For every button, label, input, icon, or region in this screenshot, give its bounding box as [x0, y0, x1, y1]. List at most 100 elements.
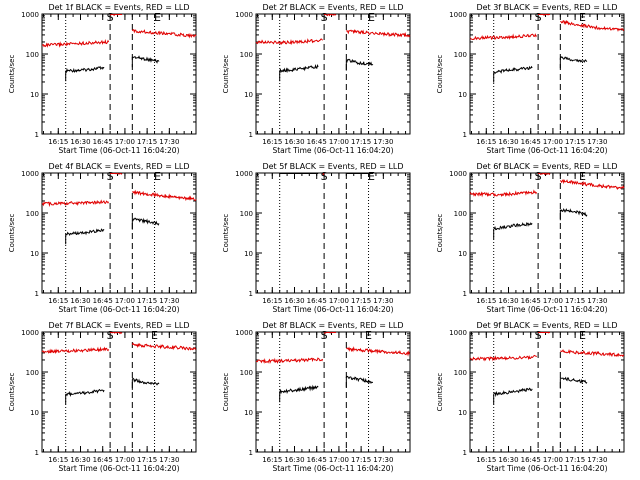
y-tick-label: 1	[35, 449, 39, 457]
lld-series-line	[41, 39, 110, 48]
x-tick-label: 16:30	[498, 456, 518, 464]
x-tick-label: 17:00	[115, 138, 135, 146]
lld-series-line	[323, 332, 336, 334]
y-tick-label: 1	[249, 290, 253, 298]
plot-frame	[255, 331, 411, 453]
x-tick-label: 17:30	[587, 456, 607, 464]
lld-series-line	[41, 346, 110, 355]
lld-series-line	[346, 346, 411, 357]
events-series-line	[131, 55, 160, 64]
plot-frame	[469, 331, 625, 453]
marker-s-label: S	[321, 170, 328, 183]
marker-e-label: E	[151, 329, 158, 342]
x-tick-label: 16:45	[521, 138, 541, 146]
x-axis-label: Start Time (06-Oct-11 16:04:20)	[58, 146, 179, 155]
lld-series-line	[255, 38, 323, 46]
y-tick-label: 100	[26, 210, 39, 218]
y-tick-label: 100	[240, 51, 253, 59]
lld-series-line	[131, 342, 197, 351]
y-tick-label: 1000	[21, 11, 39, 19]
x-tick-label: 17:00	[329, 138, 349, 146]
y-axis-label: Counts/sec	[8, 55, 16, 94]
plot-title: Det 1f BLACK = Events, RED = LLD	[48, 3, 189, 12]
plot-frame	[469, 13, 625, 135]
marker-e-label: E	[154, 170, 161, 183]
x-tick-label: 17:30	[373, 138, 393, 146]
x-tick-label: 16:15	[48, 297, 68, 305]
detector-panel: Det 6f BLACK = Events, RED = LLD 1 10 100 10…	[436, 162, 625, 314]
lld-series-line	[469, 189, 538, 198]
plot-frame	[41, 331, 197, 453]
marker-s-label: S	[107, 329, 114, 342]
x-tick-label: 17:15	[565, 297, 585, 305]
x-tick-label: 17:15	[565, 456, 585, 464]
x-tick-label: 16:15	[262, 138, 282, 146]
x-tick-label: 17:30	[587, 138, 607, 146]
plot-frame	[255, 13, 411, 135]
x-tick-label: 16:45	[307, 297, 327, 305]
lld-series-line	[345, 29, 411, 38]
lld-series-line	[469, 354, 537, 362]
x-tick-label: 17:30	[373, 297, 393, 305]
y-tick-label: 100	[26, 51, 39, 59]
y-axis-label: Counts/sec	[222, 55, 230, 94]
x-tick-label: 16:15	[262, 297, 282, 305]
x-tick-label: 16:30	[70, 138, 90, 146]
y-tick-label: 1	[463, 449, 467, 457]
lld-series-line	[322, 173, 325, 176]
events-series-line	[559, 207, 588, 217]
x-axis-label: Start Time (06-Oct-11 16:04:20)	[272, 305, 393, 314]
x-tick-label: 16:45	[307, 138, 327, 146]
y-tick-label: 1	[249, 131, 253, 139]
lld-series-line	[538, 14, 550, 17]
marker-e-label: E	[579, 329, 586, 342]
y-tick-label: 1	[249, 449, 253, 457]
plot-title: Det 4f BLACK = Events, RED = LLD	[48, 162, 189, 171]
plot-title: Det 2f BLACK = Events, RED = LLD	[262, 3, 403, 12]
x-tick-label: 17:00	[543, 297, 563, 305]
x-tick-label: 16:15	[48, 456, 68, 464]
x-tick-label: 17:00	[329, 297, 349, 305]
y-tick-label: 1000	[449, 329, 467, 337]
lld-series-line	[538, 172, 551, 176]
lld-series-line	[469, 33, 538, 41]
detector-panel: Det 4f BLACK = Events, RED = LLD 1 10 100 10…	[8, 162, 197, 314]
events-series-line	[131, 217, 160, 226]
detector-panel: Det 3f BLACK = Events, RED = LLD 1 10 100 10…	[436, 3, 625, 155]
events-series-line	[345, 375, 373, 385]
lld-series-line	[131, 29, 197, 39]
x-tick-label: 17:30	[159, 456, 179, 464]
x-axis-label: Start Time (06-Oct-11 16:04:20)	[272, 464, 393, 473]
lld-series-line	[131, 189, 197, 202]
plot-frame	[41, 172, 197, 294]
y-tick-label: 100	[454, 369, 467, 377]
x-tick-label: 17:15	[351, 456, 371, 464]
x-tick-label: 17:15	[137, 297, 157, 305]
events-series-line	[493, 222, 533, 231]
x-tick-label: 17:00	[329, 456, 349, 464]
x-tick-label: 17:30	[587, 297, 607, 305]
events-series-line	[559, 56, 588, 63]
x-tick-label: 16:15	[48, 138, 68, 146]
marker-s-label: S	[321, 329, 328, 342]
y-axis-label: Counts/sec	[8, 214, 16, 253]
y-tick-label: 1	[463, 131, 467, 139]
lld-series-line	[110, 332, 123, 335]
y-axis-label: Counts/sec	[436, 214, 444, 253]
y-tick-label: 10	[458, 409, 467, 417]
x-tick-label: 17:15	[137, 456, 157, 464]
events-series-line	[279, 384, 319, 395]
y-axis-label: Counts/sec	[436, 373, 444, 412]
lld-series-line	[324, 13, 337, 17]
y-tick-label: 10	[30, 91, 39, 99]
y-tick-label: 10	[244, 250, 253, 258]
x-tick-label: 16:30	[498, 297, 518, 305]
plot-title: Det 3f BLACK = Events, RED = LLD	[476, 3, 617, 12]
x-tick-label: 16:30	[70, 297, 90, 305]
x-tick-label: 16:15	[476, 456, 496, 464]
x-tick-label: 17:15	[351, 138, 371, 146]
marker-s-label: S	[107, 11, 114, 24]
y-tick-label: 1000	[21, 329, 39, 337]
events-series-line	[493, 65, 533, 75]
